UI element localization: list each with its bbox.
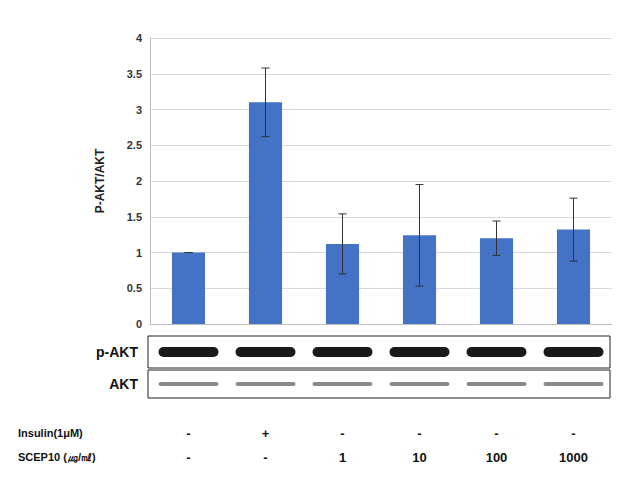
svg-text:+: +: [262, 426, 270, 441]
svg-text:3: 3: [136, 104, 142, 116]
svg-text:10: 10: [412, 450, 426, 465]
svg-text:0.5: 0.5: [127, 282, 142, 294]
svg-text:1: 1: [136, 247, 142, 259]
svg-text:4: 4: [136, 32, 143, 44]
svg-text:3.5: 3.5: [127, 68, 142, 80]
svg-text:AKT: AKT: [109, 376, 138, 392]
svg-text:2.5: 2.5: [127, 139, 142, 151]
svg-text:-: -: [494, 426, 498, 441]
svg-text:Insulin(1μM): Insulin(1μM): [18, 427, 83, 439]
svg-text:2: 2: [136, 175, 142, 187]
svg-text:-: -: [186, 450, 190, 465]
svg-text:-: -: [263, 450, 267, 465]
svg-text:1000: 1000: [559, 450, 588, 465]
svg-text:p-AKT: p-AKT: [96, 344, 138, 360]
svg-text:1.5: 1.5: [127, 211, 142, 223]
svg-text:SCEP10 (㎍/㎖): SCEP10 (㎍/㎖): [18, 451, 96, 463]
svg-text:0: 0: [136, 318, 142, 330]
svg-text:-: -: [186, 426, 190, 441]
svg-text:100: 100: [486, 450, 508, 465]
svg-text:P-AKT/AKT: P-AKT/AKT: [93, 148, 107, 213]
svg-text:1: 1: [339, 450, 346, 465]
svg-text:-: -: [571, 426, 575, 441]
svg-text:-: -: [417, 426, 421, 441]
svg-text:-: -: [340, 426, 344, 441]
